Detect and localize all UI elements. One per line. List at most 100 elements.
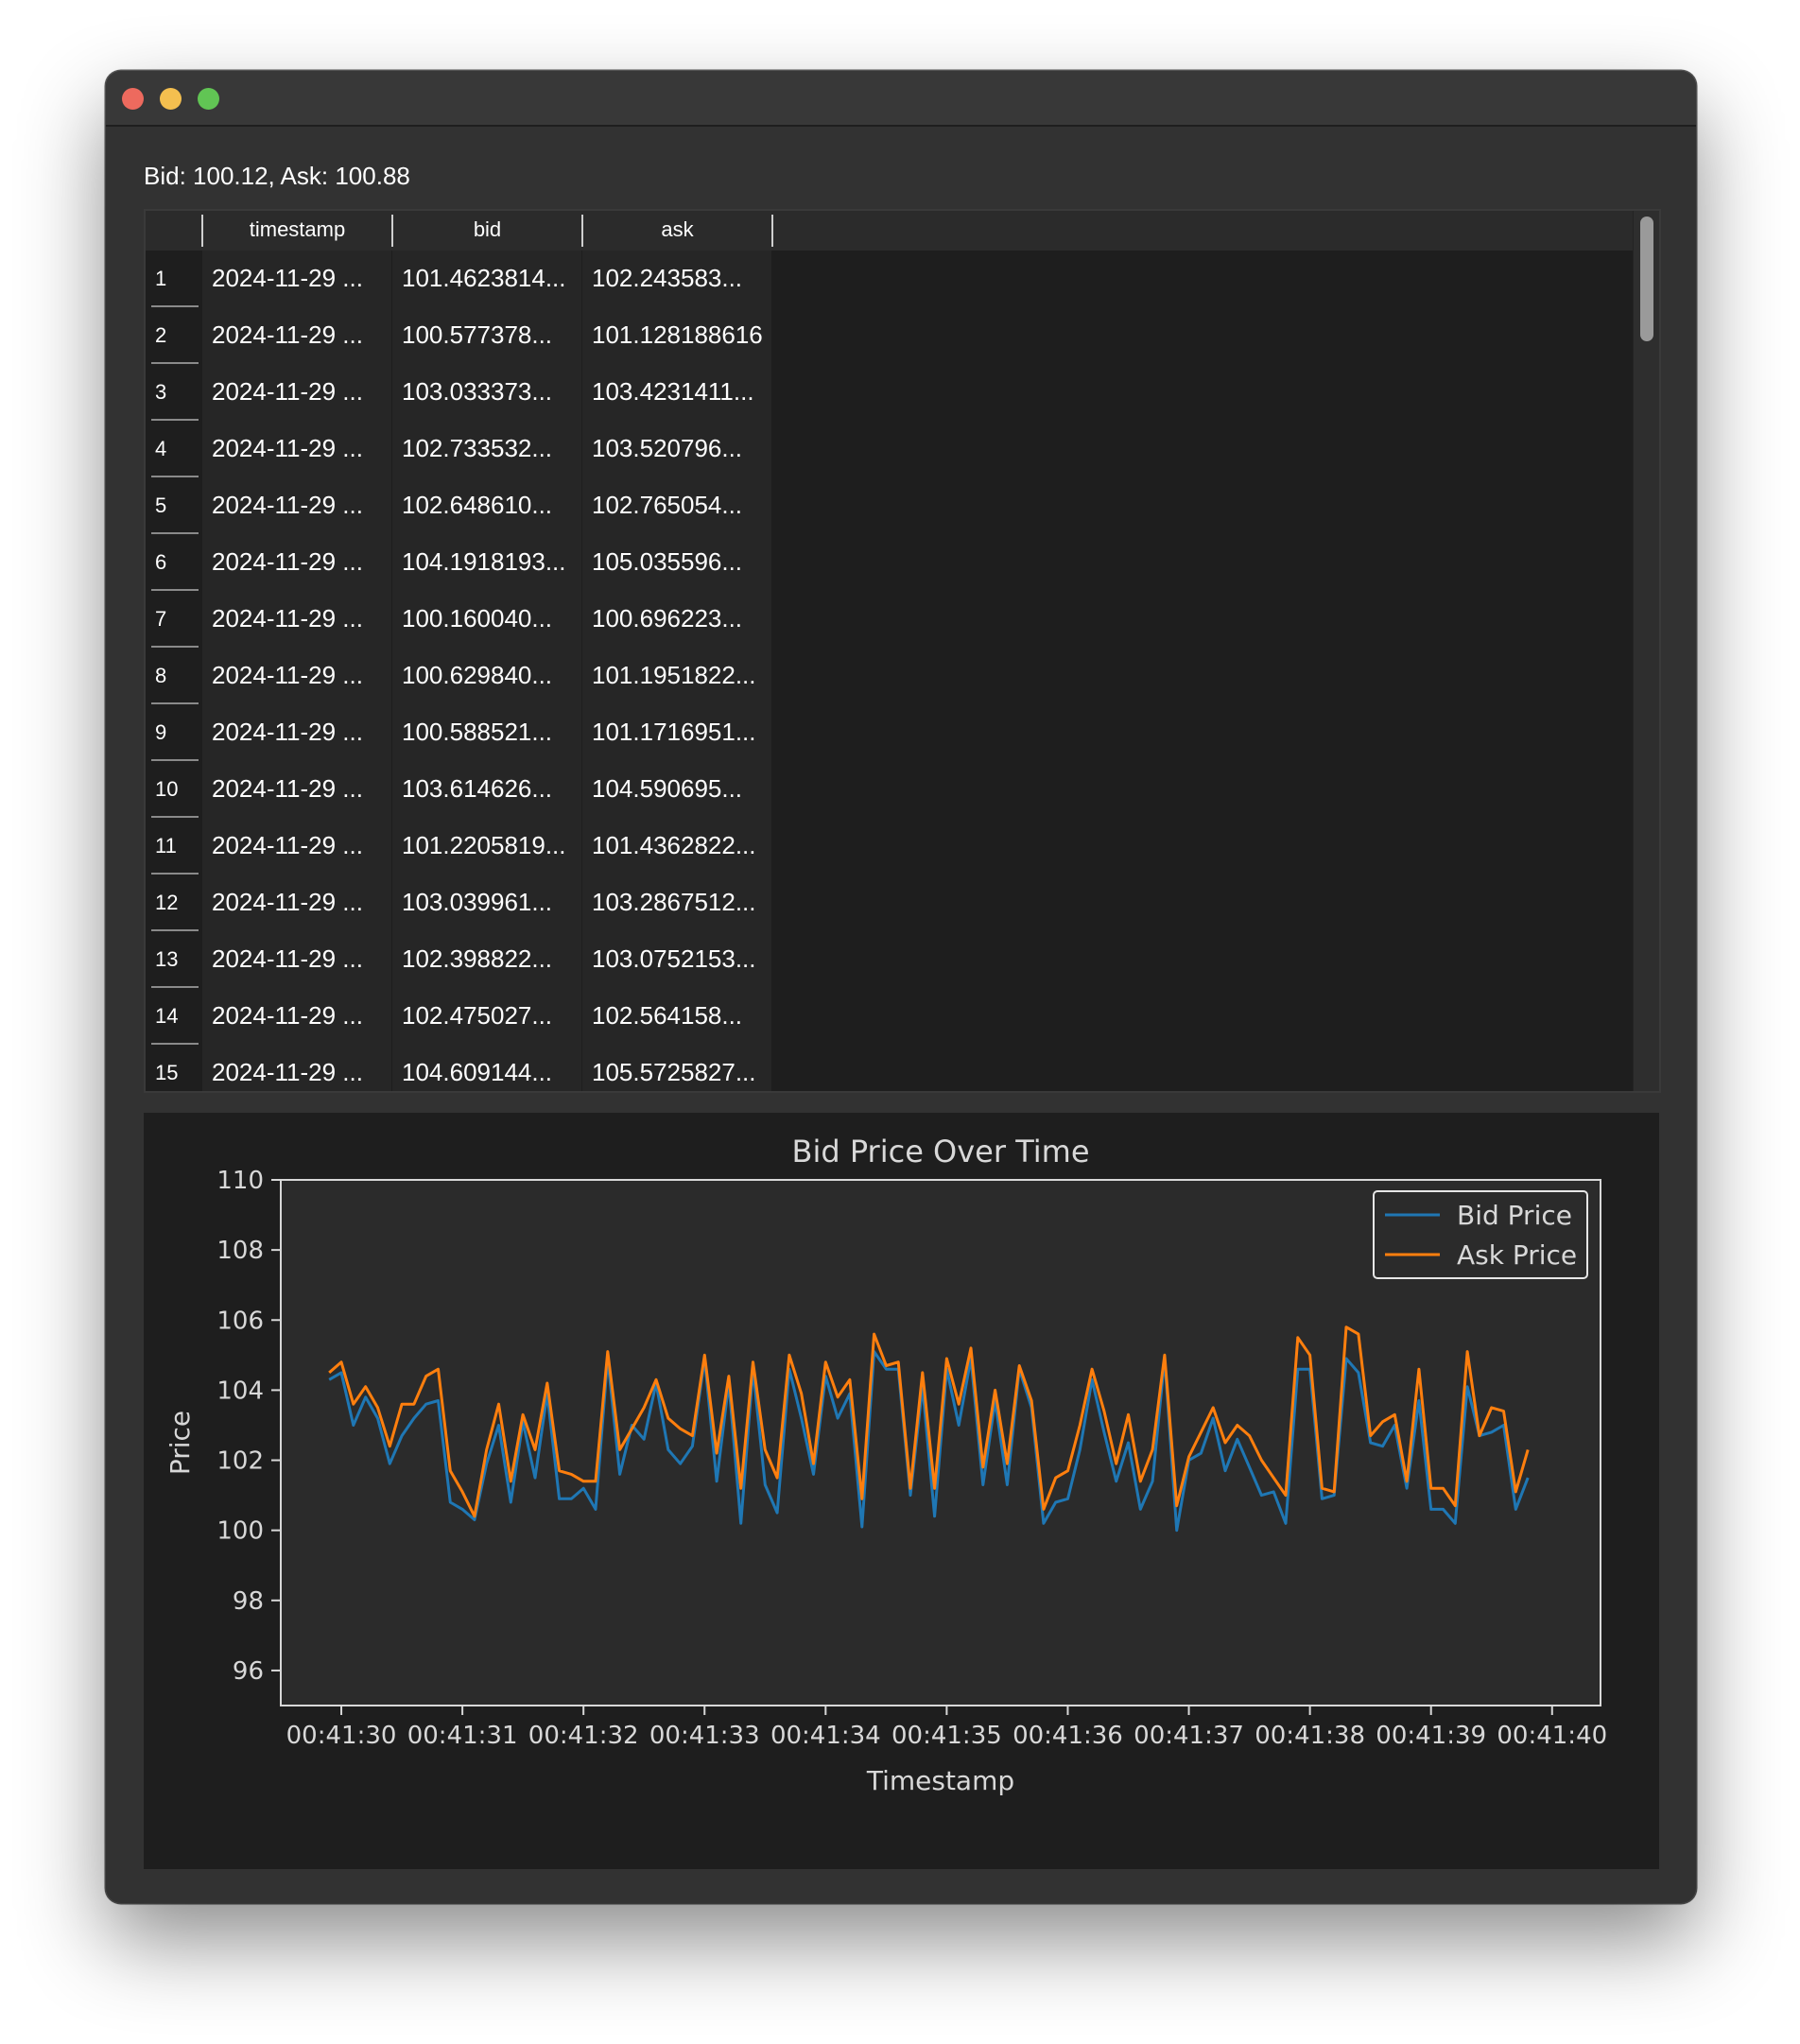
y-tick-label: 96 [233,1657,264,1686]
row-number[interactable]: 14 [146,988,200,1045]
row-number[interactable]: 1 [146,251,200,307]
scrollbar-thumb[interactable] [1640,217,1653,341]
cell-ask[interactable]: 100.696223... [582,591,771,648]
cell-ask[interactable]: 102.243583... [582,251,771,307]
cell-ask[interactable]: 101.1716951... [582,704,771,761]
price-table[interactable]: timestamp bid ask 1 2024-11-29 ... 101.462… [144,209,1661,1093]
minimize-button[interactable] [160,88,182,110]
column-separator[interactable] [581,215,583,247]
cell-timestamp[interactable]: 2024-11-29 ... [202,477,391,534]
cell-bid[interactable]: 103.039961... [392,875,581,931]
cell-bid[interactable]: 103.614626... [392,761,581,818]
cell-bid[interactable]: 100.588521... [392,704,581,761]
cell-ask[interactable]: 104.590695... [582,761,771,818]
cell-timestamp[interactable]: 2024-11-29 ... [202,251,391,307]
cell-bid[interactable]: 100.577378... [392,307,581,364]
x-tick-label: 00:41:32 [528,1722,639,1750]
cell-timestamp[interactable]: 2024-11-29 ... [202,988,391,1045]
cell-ask[interactable]: 102.564158... [582,988,771,1045]
cell-timestamp[interactable]: 2024-11-29 ... [202,1045,391,1091]
row-number[interactable]: 3 [146,364,200,421]
table-row[interactable]: 5 2024-11-29 ... 102.648610... 102.765054..… [146,477,1634,534]
row-number[interactable]: 10 [146,761,200,818]
column-header-ask[interactable]: ask [661,217,694,241]
cell-bid[interactable]: 101.2205819... [392,818,581,875]
table-row[interactable]: 13 2024-11-29 ... 102.398822... 103.0752153… [146,931,1634,988]
cell-ask[interactable]: 101.128188616 [582,307,771,364]
cell-timestamp[interactable]: 2024-11-29 ... [202,648,391,704]
row-number[interactable]: 13 [146,931,200,988]
row-number[interactable]: 6 [146,534,200,591]
cell-timestamp[interactable]: 2024-11-29 ... [202,364,391,421]
table-row[interactable]: 2 2024-11-29 ... 100.577378... 101.12818861… [146,307,1634,364]
cell-timestamp[interactable]: 2024-11-29 ... [202,591,391,648]
row-divider [151,986,199,988]
column-header-bid[interactable]: bid [473,217,502,241]
row-number[interactable]: 8 [146,648,200,704]
cell-bid[interactable]: 102.398822... [392,931,581,988]
cell-ask[interactable]: 101.4362822... [582,818,771,875]
table-header: timestamp bid ask [146,211,1634,251]
table-row[interactable]: 14 2024-11-29 ... 102.475027... 102.564158.… [146,988,1634,1045]
cell-ask[interactable]: 103.0752153... [582,931,771,988]
row-number[interactable]: 11 [146,818,200,875]
cell-ask[interactable]: 103.4231411... [582,364,771,421]
cell-timestamp[interactable]: 2024-11-29 ... [202,818,391,875]
row-divider [151,362,199,364]
table-row[interactable]: 3 2024-11-29 ... 103.033373... 103.4231411.… [146,364,1634,421]
cell-bid[interactable]: 100.629840... [392,648,581,704]
cell-timestamp[interactable]: 2024-11-29 ... [202,931,391,988]
ask-price-line [328,1325,1530,1518]
table-row[interactable]: 8 2024-11-29 ... 100.629840... 101.1951822.… [146,648,1634,704]
cell-bid[interactable]: 102.733532... [392,421,581,477]
cell-timestamp[interactable]: 2024-11-29 ... [202,704,391,761]
table-row[interactable]: 4 2024-11-29 ... 102.733532... 103.520796..… [146,421,1634,477]
cell-bid[interactable]: 104.609144... [392,1045,581,1091]
cell-bid[interactable]: 104.1918193... [392,534,581,591]
column-header-timestamp[interactable]: timestamp [249,217,346,241]
chart-panel: 96 98 100 102 104 106 108 110 00:41:30 00:41:31 00… [144,1113,1659,1869]
cell-timestamp[interactable]: 2024-11-29 ... [202,875,391,931]
table-row[interactable]: 9 2024-11-29 ... 100.588521... 101.1716951.… [146,704,1634,761]
row-number[interactable]: 2 [146,307,200,364]
cell-bid[interactable]: 100.160040... [392,591,581,648]
column-separator[interactable] [771,215,773,247]
table-row[interactable]: 11 2024-11-29 ... 101.2205819... 101.436282… [146,818,1634,875]
table-row[interactable]: 7 2024-11-29 ... 100.160040... 100.696223..… [146,591,1634,648]
row-number[interactable]: 4 [146,421,200,477]
cell-ask[interactable]: 105.035596... [582,534,771,591]
x-tick-label: 00:41:38 [1255,1722,1365,1750]
row-divider [151,759,199,761]
cell-timestamp[interactable]: 2024-11-29 ... [202,307,391,364]
row-number[interactable]: 7 [146,591,200,648]
cell-bid[interactable]: 102.648610... [392,477,581,534]
y-tick-label: 104 [216,1377,264,1405]
cell-timestamp[interactable]: 2024-11-29 ... [202,534,391,591]
cell-ask[interactable]: 102.765054... [582,477,771,534]
row-number[interactable]: 12 [146,875,200,931]
table-row[interactable]: 6 2024-11-29 ... 104.1918193... 105.035596.… [146,534,1634,591]
cell-timestamp[interactable]: 2024-11-29 ... [202,761,391,818]
cell-ask[interactable]: 103.2867512... [582,875,771,931]
column-separator[interactable] [391,215,393,247]
cell-ask[interactable]: 101.1951822... [582,648,771,704]
row-number[interactable]: 9 [146,704,200,761]
row-number[interactable]: 5 [146,477,200,534]
x-tick-label: 00:41:39 [1376,1722,1486,1750]
table-row[interactable]: 12 2024-11-29 ... 103.039961... 103.2867512… [146,875,1634,931]
cell-timestamp[interactable]: 2024-11-29 ... [202,421,391,477]
close-button[interactable] [122,88,144,110]
cell-ask[interactable]: 105.5725827... [582,1045,771,1091]
table-row[interactable]: 15 2024-11-29 ... 104.609144... 105.5725827… [146,1045,1634,1091]
cell-ask[interactable]: 103.520796... [582,421,771,477]
table-row[interactable]: 10 2024-11-29 ... 103.614626... 104.590695.… [146,761,1634,818]
cell-bid[interactable]: 101.4623814... [392,251,581,307]
quote-status-label: Bid: 100.12, Ask: 100.88 [144,162,410,190]
cell-bid[interactable]: 103.033373... [392,364,581,421]
table-row[interactable]: 1 2024-11-29 ... 101.4623814... 102.243583.… [146,251,1634,307]
row-number[interactable]: 15 [146,1045,200,1091]
table-scrollbar[interactable] [1633,211,1659,1091]
cell-bid[interactable]: 102.475027... [392,988,581,1045]
zoom-button[interactable] [198,88,219,110]
x-tick-label: 00:41:30 [286,1722,397,1750]
